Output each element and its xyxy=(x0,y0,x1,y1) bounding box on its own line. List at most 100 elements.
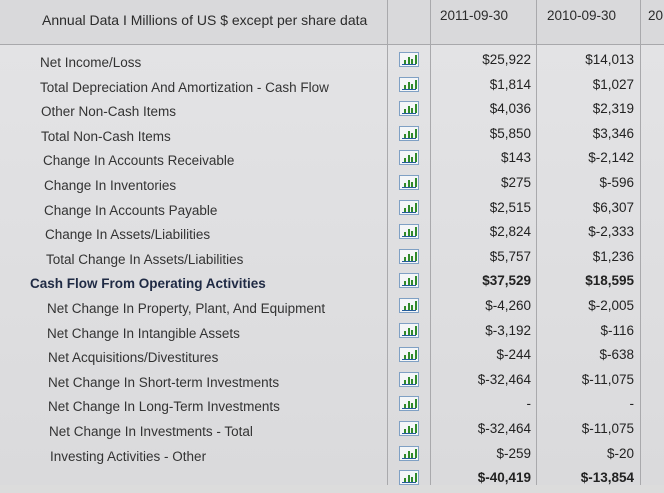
table-row: Net Change In Investments - Total $-32,46… xyxy=(0,419,664,444)
column-header-next[interactable]: 20 xyxy=(648,8,664,23)
row-label: Net Change In Short-term Investments xyxy=(48,374,280,390)
value-2011: - xyxy=(526,396,532,412)
row-label: Net Change In Investments - Total xyxy=(49,423,253,439)
row-label: Net Change In Property, Plant, And Equip… xyxy=(47,300,326,316)
value-2010: $1,027 xyxy=(592,76,634,92)
bar-chart-icon[interactable] xyxy=(399,224,419,240)
bar-chart-icon[interactable] xyxy=(399,347,419,363)
value-2011: $2,515 xyxy=(489,199,531,215)
row-label: Change In Accounts Payable xyxy=(44,202,218,218)
value-2011: $-32,464 xyxy=(477,371,531,387)
table-row: Change In Inventories $275 $-596 xyxy=(0,173,664,198)
bar-chart-icon[interactable] xyxy=(399,273,419,289)
bar-chart-icon[interactable] xyxy=(399,199,419,215)
row-label: Investing Activities - Other xyxy=(50,448,207,464)
value-2011: $25,922 xyxy=(482,52,531,67)
row-label: Net Change In Long-Term Investments xyxy=(48,399,280,415)
table-row: Net Income/Loss $25,922 $14,013 xyxy=(0,50,664,75)
value-2011: $143 xyxy=(500,150,531,166)
table-row: Change In Accounts Receivable $143 $-2,142 xyxy=(0,148,664,173)
bar-chart-icon[interactable] xyxy=(399,371,419,387)
table-row: Cash Flow From Operating Activities $37,5… xyxy=(0,271,664,296)
table-row: $-40,419 $-13,854 xyxy=(0,468,664,493)
value-2010: $-13,854 xyxy=(580,470,634,486)
value-2010: $6,307 xyxy=(592,199,634,215)
row-label: Net Change In Intangible Assets xyxy=(47,325,240,341)
bar-chart-icon[interactable] xyxy=(399,445,419,461)
divider xyxy=(640,0,641,485)
value-2010: $-20 xyxy=(606,445,634,461)
value-2011: $275 xyxy=(500,174,531,190)
table-row: Total Change In Assets/Liabilities $5,757… xyxy=(0,247,664,272)
value-2010: $1,236 xyxy=(592,248,634,264)
bar-chart-icon[interactable] xyxy=(399,76,419,92)
table-row: Other Non-Cash Items $4,036 $2,319 xyxy=(0,99,664,124)
value-2010: $18,595 xyxy=(585,273,634,289)
bar-chart-icon[interactable] xyxy=(399,150,419,166)
table-row: Net Acquisitions/Divestitures $-244 $-638 xyxy=(0,345,664,370)
table-row: Net Change In Short-term Investments $-32… xyxy=(0,370,664,395)
value-2011: $5,850 xyxy=(489,125,531,141)
row-label: Change In Inventories xyxy=(44,177,177,193)
value-2010: $-116 xyxy=(600,322,634,338)
row-label: Net Income/Loss xyxy=(40,55,142,70)
table-row: Investing Activities - Other $-259 $-20 xyxy=(0,444,664,469)
divider xyxy=(387,0,388,485)
bar-chart-icon[interactable] xyxy=(399,322,419,338)
row-label: Change In Accounts Receivable xyxy=(43,153,235,169)
table-row: Net Change In Property, Plant, And Equip… xyxy=(0,296,664,321)
value-2010: $14,013 xyxy=(585,52,634,67)
value-2010: $3,346 xyxy=(592,125,634,141)
row-label: Total Non-Cash Items xyxy=(41,128,171,144)
row-label: Total Depreciation And Amortization - Ca… xyxy=(40,79,329,95)
bar-chart-icon[interactable] xyxy=(399,470,419,486)
value-2011: $-3,192 xyxy=(485,322,531,338)
value-2011: $4,036 xyxy=(489,101,531,117)
table-body: Net Income/Loss $25,922 $14,013 Total Depre… xyxy=(0,50,664,493)
bar-chart-icon[interactable] xyxy=(399,125,419,141)
value-2010: $-11,075 xyxy=(581,371,634,387)
table-header: Annual Data I Millions of US $ except pe… xyxy=(0,0,664,45)
value-2011: $-244 xyxy=(496,347,531,363)
table-row: Change In Assets/Liabilities $2,824 $-2,33… xyxy=(0,222,664,247)
value-2010: $-2,005 xyxy=(588,297,634,313)
bar-chart-icon[interactable] xyxy=(399,420,419,436)
row-label: Net Acquisitions/Divestitures xyxy=(48,350,219,366)
bar-chart-icon[interactable] xyxy=(399,396,419,412)
table-row: Total Depreciation And Amortization - Ca… xyxy=(0,75,664,100)
row-label: Other Non-Cash Items xyxy=(41,104,177,120)
value-2010: $-638 xyxy=(599,347,634,363)
table-row: Net Change In Intangible Assets $-3,192 $-… xyxy=(0,321,664,346)
table-row: Net Change In Long-Term Investments - - xyxy=(0,394,664,419)
value-2010: - xyxy=(629,396,635,412)
value-2011: $5,757 xyxy=(489,248,531,264)
column-header-2010[interactable]: 2010-09-30 xyxy=(547,8,617,23)
value-2011: $-4,260 xyxy=(485,297,531,313)
value-2010: $-596 xyxy=(599,174,634,190)
value-2011: $37,529 xyxy=(482,273,531,289)
value-2010: $2,319 xyxy=(592,101,634,117)
table-row: Total Non-Cash Items $5,850 $3,346 xyxy=(0,124,664,149)
column-header-2011[interactable]: 2011-09-30 xyxy=(440,8,509,23)
bar-chart-icon[interactable] xyxy=(399,174,419,190)
row-label: Cash Flow From Operating Activities xyxy=(30,276,266,292)
bar-chart-icon[interactable] xyxy=(399,101,419,117)
bar-chart-icon[interactable] xyxy=(399,52,419,67)
row-label: Change In Assets/Liabilities xyxy=(45,227,211,243)
row-label: Total Change In Assets/Liabilities xyxy=(46,251,244,267)
table-row: Change In Accounts Payable $2,515 $6,307 xyxy=(0,198,664,223)
value-2010: $-11,075 xyxy=(581,420,634,436)
value-2011: $2,824 xyxy=(489,224,531,240)
divider xyxy=(430,0,431,485)
table-title: Annual Data I Millions of US $ except pe… xyxy=(42,12,368,28)
value-2010: $-2,142 xyxy=(588,150,634,166)
bar-chart-icon[interactable] xyxy=(399,297,419,313)
bar-chart-icon[interactable] xyxy=(399,248,419,264)
value-2011: $-32,464 xyxy=(477,420,531,436)
value-2011: $-259 xyxy=(496,445,531,461)
value-2011: $1,814 xyxy=(489,76,531,92)
value-2011: $-40,419 xyxy=(477,470,531,486)
divider xyxy=(536,0,537,485)
value-2010: $-2,333 xyxy=(588,224,634,240)
